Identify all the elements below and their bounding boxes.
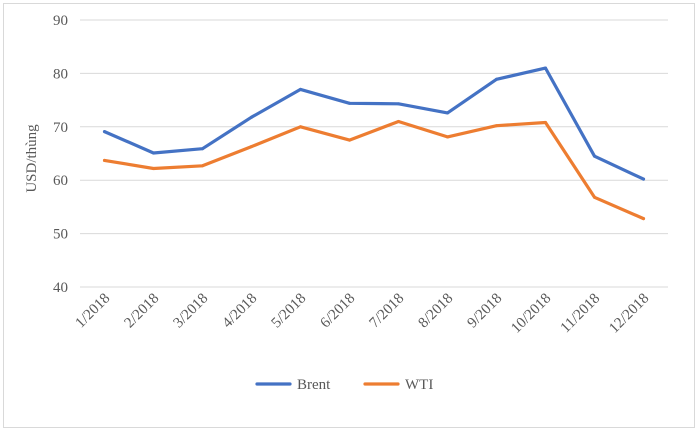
y-axis-title: USD/thùng [24,124,40,193]
data-point-brent [544,66,547,70]
x-tick-label: 4/2018 [220,291,261,332]
data-point-brent [201,147,204,151]
data-point-wti [201,164,204,168]
x-tick-label: 10/2018 [508,291,554,337]
data-point-wti [593,195,596,199]
data-point-wti [397,119,400,123]
y-tick-label: 60 [53,173,68,189]
data-point-wti [495,124,498,128]
x-tick-label: 6/2018 [318,291,359,332]
data-point-brent [642,177,645,181]
x-tick-label: 12/2018 [606,291,652,337]
y-tick-label: 70 [53,120,68,136]
data-point-brent [299,87,302,91]
data-point-wti [103,158,106,162]
series-lines [102,66,646,221]
x-axis-ticks: 1/2018 2/2018 3/2018 4/2018 5/2018 6/2018 7/20… [73,291,653,337]
data-point-wti [544,121,547,125]
series-line-brent [102,66,646,181]
data-point-wti [250,145,253,149]
x-tick-label: 9/2018 [465,291,506,332]
y-tick-label: 80 [53,66,68,82]
legend-label-brent: Brent [297,377,331,393]
y-axis-ticks: 40 50 60 70 80 90 [53,13,68,296]
data-point-wti [299,125,302,129]
data-point-brent [250,115,253,119]
data-point-brent [397,102,400,106]
y-tick-label: 40 [53,280,68,296]
data-point-wti [642,217,645,221]
legend: Brent WTI [255,377,433,393]
data-point-wti [348,138,351,142]
x-tick-label: 7/2018 [367,291,408,332]
data-point-brent [495,77,498,81]
x-tick-label: 3/2018 [171,291,212,332]
data-point-brent [446,111,449,115]
data-point-brent [103,130,106,134]
y-tick-label: 50 [53,227,68,243]
x-tick-label: 11/2018 [558,291,604,337]
data-point-brent [593,154,596,158]
data-point-wti [446,135,449,139]
data-point-brent [348,101,351,105]
series-line-wti [102,119,646,221]
x-tick-label: 2/2018 [122,291,163,332]
legend-label-wti: WTI [405,377,433,393]
x-tick-label: 1/2018 [73,291,114,332]
data-point-wti [152,166,155,170]
y-tick-label: 90 [53,13,68,29]
x-tick-label: 5/2018 [269,291,310,332]
x-tick-label: 8/2018 [416,291,457,332]
gridlines [80,19,668,288]
data-point-brent [152,151,155,155]
